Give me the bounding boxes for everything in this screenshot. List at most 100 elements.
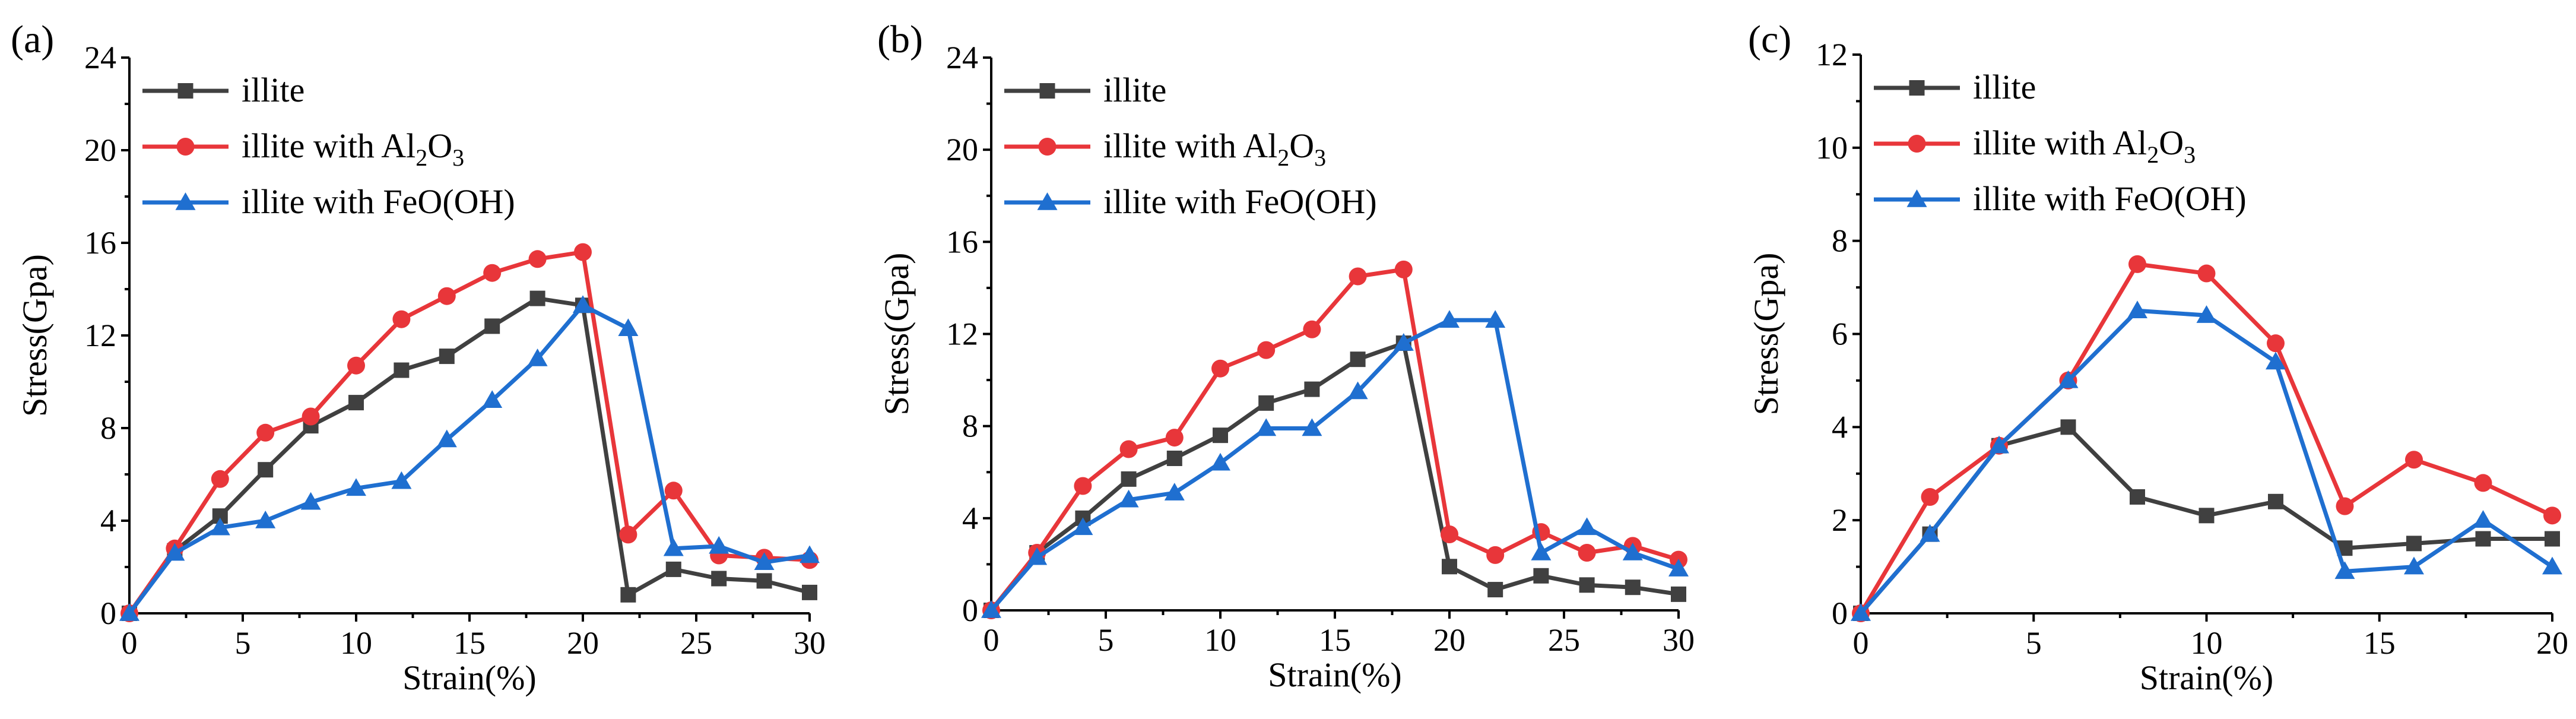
data-point [1920, 524, 1940, 542]
data-point [1576, 517, 1597, 536]
legend-marker [1906, 189, 1927, 207]
legend-marker [177, 83, 193, 99]
data-point [2542, 556, 2562, 575]
y-tick-label: 2 [1832, 502, 1848, 538]
x-tick-label: 30 [794, 625, 826, 661]
legend-item: illite with FeO(OH) [1874, 179, 2247, 218]
data-point [1625, 579, 1641, 596]
legend-marker [1039, 83, 1055, 99]
panel-label: (b) [877, 18, 923, 61]
x-tick-label: 0 [1853, 625, 1869, 661]
y-axis-label: Stress(Gpa) [877, 253, 916, 416]
legend-label: illite [1103, 71, 1166, 109]
legend: illite illite with Al2O3 illite with FeO(O… [1004, 71, 1377, 221]
legend-label: illite with FeO(OH) [1103, 182, 1377, 221]
data-point [664, 482, 683, 500]
series-line [128, 296, 810, 615]
data-point [394, 362, 410, 378]
data-point [483, 264, 502, 282]
y-tick-label: 12 [946, 316, 978, 352]
data-point [1210, 452, 1230, 471]
data-point [256, 423, 275, 442]
chart-panel-1: (a) 0 4 8 12 16 20 24 0 5 10 15 20 25 30 Strain(%) Stres… [11, 18, 826, 697]
legend-label: illite with Al2O3 [1103, 126, 1326, 171]
data-point [1347, 381, 1368, 400]
data-point [1349, 267, 1367, 286]
data-point [1439, 310, 1460, 328]
data-point [391, 471, 412, 489]
y-tick-label: 8 [962, 408, 978, 444]
x-tick-label: 15 [453, 625, 486, 661]
data-point [1164, 483, 1185, 501]
y-tick-label: 12 [84, 318, 116, 353]
data-point [2199, 508, 2215, 524]
y-tick-label: 24 [84, 40, 116, 75]
data-point [119, 603, 139, 621]
data-point [1485, 310, 1506, 328]
data-point [1027, 547, 1048, 565]
data-point [2130, 489, 2145, 505]
series-line [1859, 308, 2553, 615]
x-tick-label: 30 [1663, 622, 1695, 658]
data-point [800, 545, 820, 563]
legend-label: illite with Al2O3 [242, 126, 464, 171]
legend: illite illite with Al2O3 illite with FeO(O… [1874, 68, 2247, 218]
data-point [619, 525, 637, 544]
data-point [1668, 559, 1689, 577]
x-tick-label: 25 [680, 625, 712, 661]
series-line [128, 250, 810, 615]
series-triangle [1851, 300, 2562, 621]
data-point [2128, 255, 2146, 273]
x-tick-label: 5 [1098, 622, 1114, 658]
y-tick-label: 16 [946, 224, 978, 259]
data-point [347, 356, 365, 375]
legend-label: illite with FeO(OH) [1973, 179, 2247, 218]
data-point [1165, 429, 1184, 447]
y-tick-label: 4 [1832, 409, 1848, 445]
y-tick-label: 20 [946, 132, 978, 167]
data-point [1304, 381, 1320, 397]
x-axis-label: Strain(%) [2140, 658, 2274, 697]
data-point [756, 573, 772, 589]
legend-item: illite [1004, 71, 1166, 109]
data-point [2268, 493, 2283, 509]
data-point [1118, 489, 1139, 508]
data-point [620, 587, 636, 603]
series-triangle [119, 295, 820, 621]
x-axis-label: Strain(%) [402, 658, 537, 697]
data-point [2197, 264, 2216, 283]
data-point [665, 561, 681, 577]
x-tick-label: 10 [1204, 622, 1236, 658]
data-point [1851, 603, 1871, 621]
legend-item: illite with Al2O3 [1004, 126, 1326, 171]
data-point [1119, 440, 1138, 458]
legend-label: illite with Al2O3 [1973, 123, 2196, 168]
data-point [1166, 450, 1182, 466]
data-point [1213, 427, 1228, 444]
data-point [2336, 497, 2354, 515]
y-tick-label: 24 [946, 40, 978, 75]
legend: illite illite with Al2O3 illite with FeO(O… [142, 71, 515, 221]
y-tick-label: 8 [1832, 223, 1848, 259]
data-point [2473, 510, 2493, 528]
data-point [2475, 531, 2491, 547]
data-point [1211, 359, 1229, 378]
panel-label: (c) [1748, 18, 1791, 61]
data-point [618, 318, 639, 337]
data-point [709, 536, 729, 554]
data-point [802, 584, 817, 600]
series-line [989, 341, 1679, 612]
data-point [2196, 305, 2217, 323]
data-point [2474, 474, 2492, 492]
series-square [1853, 419, 2560, 621]
data-point [1302, 418, 1322, 436]
y-tick-label: 20 [84, 132, 116, 168]
data-point [211, 470, 229, 488]
data-point [1531, 543, 1552, 560]
data-point [527, 349, 548, 366]
legend-label: illite with FeO(OH) [242, 182, 515, 221]
data-point [2404, 556, 2424, 575]
data-point [1533, 568, 1549, 584]
data-point [1622, 543, 1643, 560]
